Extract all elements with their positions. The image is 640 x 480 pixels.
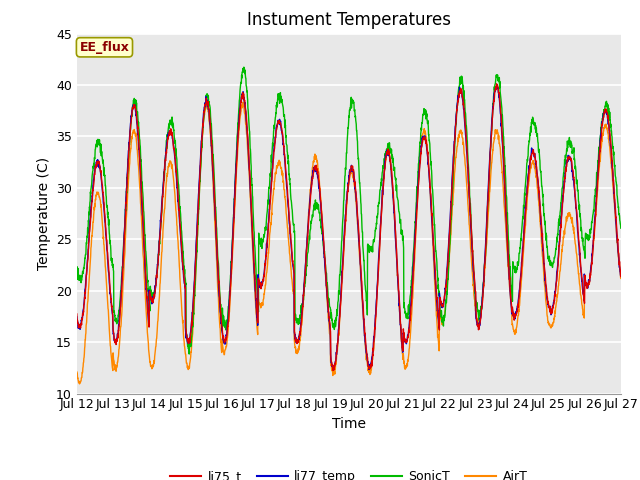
Y-axis label: Temperature (C): Temperature (C) xyxy=(36,157,51,270)
Legend: li75_t, li77_temp, SonicT, AirT: li75_t, li77_temp, SonicT, AirT xyxy=(165,465,532,480)
Title: Instument Temperatures: Instument Temperatures xyxy=(247,11,451,29)
Text: EE_flux: EE_flux xyxy=(79,41,129,54)
X-axis label: Time: Time xyxy=(332,417,366,431)
